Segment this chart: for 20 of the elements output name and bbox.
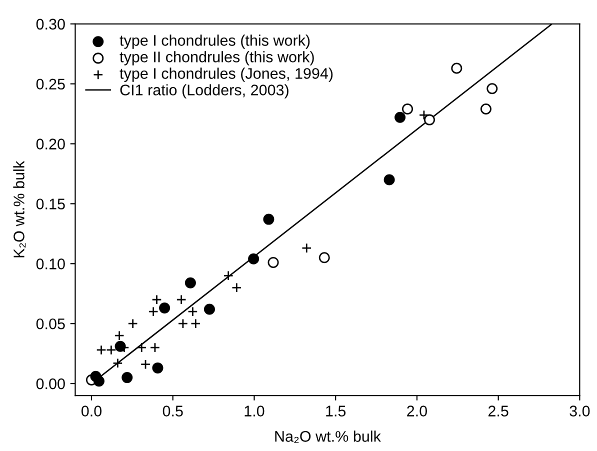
legend-label: type I chondrules (Jones, 1994): [120, 68, 333, 82]
x-tick-label: 0.5: [162, 406, 183, 416]
y-tick-label: 0.05: [36, 318, 65, 330]
legend-label: type II chondrules (this work): [120, 51, 314, 66]
y-tick-label: 0.00: [36, 378, 65, 390]
x-tick-label: 2.5: [488, 406, 508, 416]
x-tick-label: 1.5: [326, 406, 346, 416]
x-tick-label: 0.0: [81, 406, 102, 416]
y-tick-label: 0.15: [36, 198, 65, 210]
y-tick-label: 0.10: [36, 258, 65, 270]
y-tick-label: 0.20: [36, 138, 65, 150]
y-axis-title: K₂O wt.% bulk: [13, 160, 26, 258]
x-tick-label: 2.0: [407, 406, 427, 416]
legend-label: CI1 ratio (Lodders, 2003): [120, 84, 288, 98]
y-tick-label: 0.25: [36, 78, 65, 90]
x-tick-label: 3.0: [570, 406, 590, 416]
y-tick-label: 0.30: [36, 18, 65, 30]
legend-label: type I chondrules (this work): [120, 34, 310, 49]
x-axis-title: Na₂O wt.% bulk: [275, 430, 381, 443]
x-tick-label: 1.0: [244, 406, 264, 416]
